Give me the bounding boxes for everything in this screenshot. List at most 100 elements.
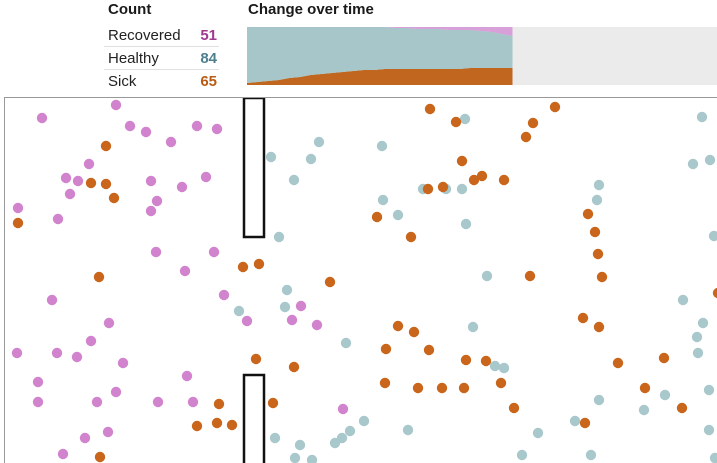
recovered-person-dot [208,246,220,258]
count-title: Count [108,1,152,18]
healthy-person-dot [273,231,285,243]
healthy-person-dot [289,452,301,463]
healthy-person-dot [340,337,352,349]
healthy-person-dot [294,439,306,451]
recovered-person-dot [181,370,193,382]
change-over-time-chart [247,27,717,85]
sick-person-dot [592,248,604,260]
healthy-person-dot [329,437,341,449]
sick-person-dot [527,117,539,129]
healthy-person-dot [460,218,472,230]
recovered-person-dot [11,347,23,359]
healthy-person-dot [281,284,293,296]
healthy-person-dot [279,301,291,313]
healthy-person-dot [708,230,717,242]
sick-person-dot [495,377,507,389]
healthy-person-dot [456,183,468,195]
healthy-person-dot [659,389,671,401]
recovered-person-dot [12,202,24,214]
recovered-person-dot [124,120,136,132]
sick-person-dot [658,352,670,364]
sick-person-dot [498,174,510,186]
sick-person-dot [392,320,404,332]
sick-person-dot [288,361,300,373]
sick-person-dot [408,326,420,338]
sick-person-dot [424,103,436,115]
sick-person-dot [94,451,106,463]
healthy-person-dot [498,362,510,374]
sick-person-dot [226,419,238,431]
sick-person-dot [437,181,449,193]
recovered-person-dot [51,347,63,359]
recovered-person-dot [71,351,83,363]
recovered-person-dot [187,396,199,408]
sick-person-dot [589,226,601,238]
healthy-person-dot [709,452,717,463]
healthy-person-dot [638,404,650,416]
healthy-person-dot [697,317,709,329]
sick-person-dot [250,353,262,365]
recovered-person-dot [337,403,349,415]
recovered-person-dot [91,396,103,408]
sick-person-dot [380,343,392,355]
healthy-person-dot [516,449,528,461]
recovered-person-dot [191,120,203,132]
recovered-person-dot [311,319,323,331]
sick-person-dot [371,211,383,223]
healthy-person-dot [305,153,317,165]
recovered-person-dot [36,112,48,124]
recovered-person-dot [241,315,253,327]
recovered-person-dot [110,386,122,398]
recovered-value: 51 [200,27,217,44]
count-row-recovered: Recovered 51 [104,24,219,47]
sick-person-dot [460,354,472,366]
sick-person-dot [458,382,470,394]
sick-person-dot [423,344,435,356]
healthy-label: Healthy [108,50,159,67]
healthy-person-dot [377,194,389,206]
recovered-person-dot [79,432,91,444]
healthy-person-dot [265,151,277,163]
recovered-person-dot [64,188,76,200]
recovered-person-dot [85,335,97,347]
sick-person-dot [524,270,536,282]
sick-person-dot [476,170,488,182]
sick-person-dot [253,258,265,270]
sick-person-dot [468,174,480,186]
recovered-person-dot [32,396,44,408]
recovered-person-dot [218,289,230,301]
healthy-person-dot [692,347,704,359]
sick-person-dot [405,231,417,243]
healthy-person-dot [392,209,404,221]
sick-person-dot [267,397,279,409]
sick-value: 65 [200,73,217,90]
sick-person-dot [450,116,462,128]
recovered-person-dot [179,265,191,277]
sick-person-dot [712,287,717,299]
recovered-person-dot [117,357,129,369]
recovered-person-dot [52,213,64,225]
sick-person-dot [480,355,492,367]
healthy-person-dot [467,321,479,333]
sick-person-dot [324,276,336,288]
sick-person-dot [676,402,688,414]
healthy-person-dot [687,158,699,170]
lower-wall-barrier [242,373,266,463]
healthy-person-dot [288,174,300,186]
recovered-person-dot [286,314,298,326]
healthy-person-dot [569,415,581,427]
sick-person-dot [508,402,520,414]
healthy-person-dot [585,449,597,461]
sick-person-dot [412,382,424,394]
healthy-person-dot [306,454,318,463]
sick-person-dot [100,140,112,152]
sick-person-dot [211,417,223,429]
recovered-person-dot [110,99,122,111]
healthy-person-dot [489,360,501,372]
sick-person-dot [582,208,594,220]
sick-person-dot [549,101,561,113]
arena-svg [11,98,717,463]
recovered-person-dot [32,376,44,388]
sick-person-dot [213,398,225,410]
healthy-person-dot [704,154,716,166]
